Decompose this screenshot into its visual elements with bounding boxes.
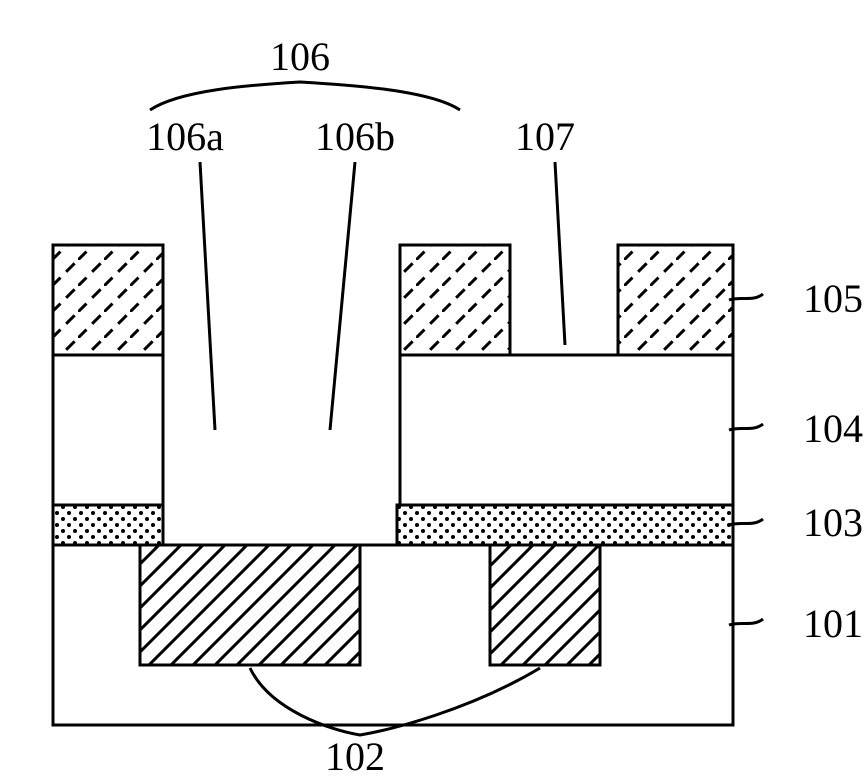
metal-102-0 [140,545,360,665]
label-102: 102 [325,734,385,779]
label-105: 105 [803,276,863,321]
brace-106 [150,82,460,110]
label-101: 101 [803,601,863,646]
metal-102-1 [490,545,600,665]
label-103: 103 [803,500,863,545]
label-106a: 106a [146,114,224,159]
diagram-svg: 105 104 103 101 102 106 106a 106b 107 [0,0,864,784]
leader-106a [200,162,215,430]
layer-103-left [53,505,163,545]
label-104: 104 [803,406,863,451]
leader-107 [555,162,565,345]
label-107: 107 [515,114,575,159]
layer-104-left [53,355,163,505]
cross-section: 105 104 103 101 102 106 106a 106b 107 [53,34,863,779]
layer-103-right [397,505,733,545]
label-106b: 106b [315,114,395,159]
mask-105-0 [53,245,163,355]
mask-105-2 [618,245,733,355]
figure-root: 105 104 103 101 102 106 106a 106b 107 [0,0,864,784]
label-106: 106 [270,34,330,79]
leader-106b [330,162,355,430]
mask-105-1 [400,245,510,355]
layer-104-right [400,355,733,505]
